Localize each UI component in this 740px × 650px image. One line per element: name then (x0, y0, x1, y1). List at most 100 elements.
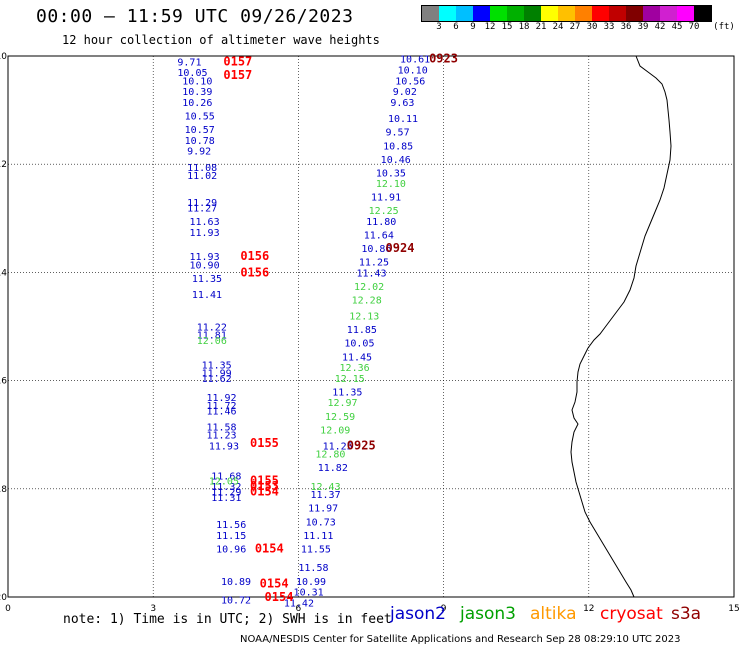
wave-height-label: 11.23 (206, 431, 236, 442)
wave-height-label: 9.57 (386, 128, 410, 139)
wave-height-label: 10.78 (185, 136, 215, 147)
legend-swatch (575, 6, 592, 21)
y-tick-label: -14 (0, 268, 7, 278)
wave-height-label: 11.41 (192, 290, 222, 301)
wave-height-label: 11.29 (187, 198, 217, 209)
wave-height-label: 12.15 (335, 374, 365, 385)
pass-time-label: 0154 (260, 576, 289, 590)
legend-swatch (626, 6, 643, 21)
wave-height-label: 11.45 (342, 352, 372, 363)
wave-height-label: 10.56 (395, 76, 425, 87)
pass-time-label: 0154 (255, 541, 284, 555)
x-tick-label: 15 (728, 604, 739, 614)
wave-height-label: 10.35 (376, 168, 406, 179)
plot-frame (7, 55, 735, 598)
wave-height-label: 11.43 (356, 268, 386, 279)
wave-height-label: 11.82 (318, 463, 348, 474)
pass-time-label: 0156 (240, 265, 269, 279)
satellite-legend-jason3: jason3 (460, 604, 516, 624)
wave-height-label: 11.92 (206, 393, 236, 404)
satellite-legend-jason2: jason2 (390, 604, 446, 624)
wave-height-label: 10.46 (381, 155, 411, 166)
wave-height-label: 10.72 (221, 596, 251, 607)
y-tick-label: -18 (0, 485, 7, 495)
pass-time-label: 0154 (265, 590, 294, 604)
legend-swatch (473, 6, 490, 21)
wave-height-label: 11.37 (311, 490, 341, 501)
legend-swatch (677, 6, 694, 21)
wave-height-label: 12.02 (354, 282, 384, 293)
wave-height-label: 10.85 (383, 141, 413, 152)
grid-lines (8, 56, 734, 597)
wave-height-label: 12.80 (315, 450, 345, 461)
legend-swatch (524, 6, 541, 21)
legend-label: 36 (620, 22, 632, 32)
wave-height-label: 10.57 (185, 125, 215, 136)
wave-height-label: 10.10 (398, 66, 428, 77)
pass-time-label: 0155 (250, 436, 279, 450)
wave-height-label: 11.93 (190, 228, 220, 239)
wave-height-label: 11.35 (332, 387, 362, 398)
pass-time-label: 0924 (386, 241, 415, 255)
x-tick-label: 12 (583, 604, 594, 614)
x-tick-label: 9 (441, 604, 447, 614)
legend-swatch (507, 6, 524, 21)
wave-height-label: 10.90 (190, 260, 220, 271)
wave-height-label: 11.58 (206, 423, 236, 434)
wave-height-label: 11.02 (187, 171, 217, 182)
wave-height-label: 11.80 (366, 217, 396, 228)
wave-height-label: 10.96 (216, 544, 246, 555)
pass-time-label: 0157 (223, 54, 252, 68)
wave-height-label: 11.27 (187, 203, 217, 214)
legend-label: 33 (603, 22, 615, 32)
wave-height-label: 11.64 (364, 231, 394, 242)
wave-height-label: 11.93 (190, 252, 220, 263)
legend-label: 18 (518, 22, 530, 32)
legend-label: 15 (501, 22, 513, 32)
wave-height-label: 9.92 (187, 147, 211, 158)
legend-swatch (456, 6, 473, 21)
wave-height-label: 10.89 (221, 577, 251, 588)
wave-height-label: 12.05 (209, 477, 239, 488)
wave-height-label: 12.25 (369, 206, 399, 217)
wave-height-label: 11.29 (211, 488, 241, 499)
data-points: 9.7110.0510.1010.3910.2610.5510.5710.789… (177, 52, 458, 610)
legend-label: 30 (586, 22, 598, 32)
legend-label: 39 (637, 22, 649, 32)
legend-unit: (ft) (713, 22, 735, 32)
y-tick-label: -12 (0, 160, 7, 170)
wave-height-label: 11.35 (192, 274, 222, 285)
color-legend (421, 5, 712, 22)
wave-height-label: 11.62 (202, 374, 232, 385)
legend-swatch (439, 6, 456, 21)
wave-height-label: 10.55 (185, 112, 215, 123)
wave-height-label: 12.36 (340, 363, 370, 374)
wave-height-label: 10.10 (182, 76, 212, 87)
y-tick-label: -20 (0, 593, 7, 603)
wave-height-label: 9.71 (177, 57, 201, 68)
wave-height-label: 11.46 (206, 406, 236, 417)
wave-height-label: 12.28 (352, 295, 382, 306)
wave-height-label: 10.26 (182, 98, 212, 109)
pass-time-label: 0154 (250, 485, 279, 499)
pass-time-label: 0156 (240, 249, 269, 263)
wave-height-label: 12.10 (376, 179, 406, 190)
legend-swatch (592, 6, 609, 21)
legend-swatch (643, 6, 660, 21)
x-tick-label: 0 (5, 604, 11, 614)
wave-height-label: 11.99 (202, 368, 232, 379)
pass-time-label: 0923 (429, 52, 458, 66)
wave-height-label: 11.63 (190, 217, 220, 228)
pass-time-label: 0153 (250, 479, 279, 493)
wave-height-label: 10.05 (344, 339, 374, 350)
legend-swatch (558, 6, 575, 21)
wave-height-label: 10.39 (182, 87, 212, 98)
page-subtitle: 12 hour collection of altimeter wave hei… (62, 33, 380, 47)
satellite-legend-cryosat: cryosat (600, 604, 663, 624)
x-tick-label: 6 (296, 604, 302, 614)
y-tick-label: -16 (0, 377, 7, 387)
pass-time-label: 0157 (223, 68, 252, 82)
legend-label: 6 (453, 22, 459, 32)
note-text: note: 1) Time is in UTC; 2) SWH is in fe… (63, 612, 392, 627)
